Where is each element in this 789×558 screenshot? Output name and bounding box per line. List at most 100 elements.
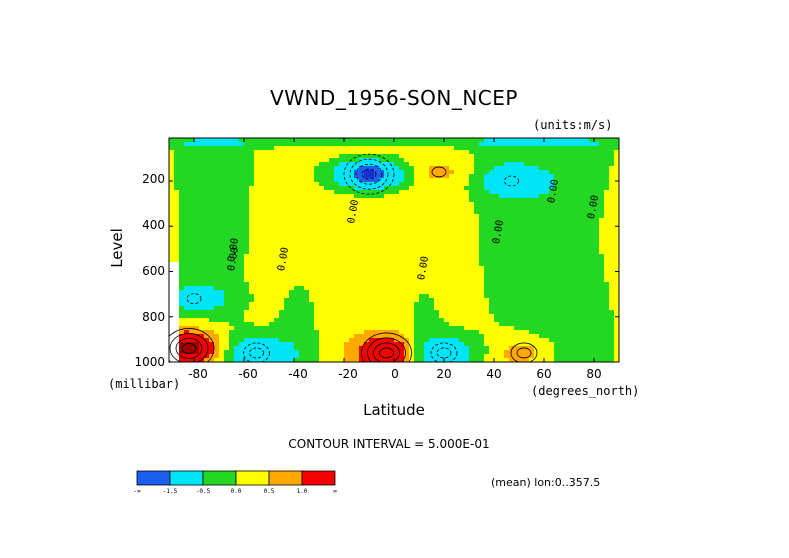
field-cell xyxy=(234,334,240,339)
field-cell xyxy=(439,142,445,147)
field-cell xyxy=(254,186,260,191)
field-cell xyxy=(559,274,565,279)
field-cell xyxy=(219,154,225,159)
field-cell xyxy=(554,298,560,303)
field-cell xyxy=(369,286,375,291)
field-cell xyxy=(504,210,510,215)
field-cell xyxy=(364,194,370,199)
field-cell xyxy=(169,198,175,203)
field-cell xyxy=(274,226,280,231)
field-cell xyxy=(254,238,260,243)
field-cell xyxy=(614,298,619,303)
field-cell xyxy=(409,202,415,207)
field-cell xyxy=(184,282,190,287)
field-cell xyxy=(269,318,275,323)
field-cell xyxy=(589,342,595,347)
field-cell xyxy=(534,146,540,151)
field-cell xyxy=(404,222,410,227)
field-cell xyxy=(519,186,525,191)
field-cell xyxy=(564,178,570,183)
field-cell xyxy=(184,322,190,327)
field-cell xyxy=(209,146,215,151)
field-cell xyxy=(454,310,460,315)
field-cell xyxy=(564,162,570,167)
field-cell xyxy=(574,318,580,323)
field-cell xyxy=(334,266,340,271)
field-cell xyxy=(329,286,335,291)
field-cell xyxy=(379,186,385,191)
field-cell xyxy=(609,230,615,235)
field-cell xyxy=(599,142,605,147)
field-cell xyxy=(319,274,325,279)
field-cell xyxy=(374,182,380,187)
field-cell xyxy=(299,342,305,347)
field-cell xyxy=(409,306,415,311)
field-cell xyxy=(414,266,420,271)
field-cell xyxy=(344,350,350,355)
field-cell xyxy=(614,154,619,159)
field-cell xyxy=(424,294,430,299)
field-cell xyxy=(194,318,200,323)
field-cell xyxy=(314,310,320,315)
field-cell xyxy=(304,270,310,275)
field-cell xyxy=(264,246,270,251)
field-cell xyxy=(459,266,465,271)
field-cell xyxy=(284,282,290,287)
field-cell xyxy=(334,346,340,351)
field-cell xyxy=(539,218,545,223)
field-cell xyxy=(344,334,350,339)
field-cell xyxy=(424,162,430,167)
field-cell xyxy=(279,170,285,175)
field-cell xyxy=(589,286,595,291)
field-cell xyxy=(509,246,515,251)
field-cell xyxy=(204,154,210,159)
field-cell xyxy=(294,230,300,235)
field-cell xyxy=(584,262,590,267)
field-cell xyxy=(284,210,290,215)
field-cell xyxy=(564,186,570,191)
field-cell xyxy=(384,202,390,207)
field-cell xyxy=(394,166,400,171)
field-cell xyxy=(609,166,615,171)
field-cell xyxy=(374,298,380,303)
field-cell xyxy=(304,202,310,207)
field-cell xyxy=(304,174,310,179)
field-cell xyxy=(574,150,580,155)
field-cell xyxy=(499,210,505,215)
field-cell xyxy=(329,290,335,295)
field-cell xyxy=(219,210,225,215)
field-cell xyxy=(274,290,280,295)
field-cell xyxy=(514,278,520,283)
field-cell xyxy=(234,174,240,179)
field-cell xyxy=(324,190,330,195)
field-cell xyxy=(284,258,290,263)
field-cell xyxy=(254,154,260,159)
field-cell xyxy=(289,194,295,199)
field-cell xyxy=(329,162,335,167)
field-cell xyxy=(599,214,605,219)
field-cell xyxy=(334,310,340,315)
field-cell xyxy=(394,154,400,159)
field-cell xyxy=(479,350,485,355)
field-cell xyxy=(269,142,275,147)
field-cell xyxy=(434,302,440,307)
field-cell xyxy=(464,190,470,195)
field-cell xyxy=(474,174,480,179)
field-cell xyxy=(379,238,385,243)
field-cell xyxy=(314,146,320,151)
field-cell xyxy=(519,254,525,259)
field-cell xyxy=(174,174,180,179)
field-cell xyxy=(309,258,315,263)
field-cell xyxy=(284,178,290,183)
field-cell xyxy=(549,334,555,339)
field-cell xyxy=(314,170,320,175)
field-cell xyxy=(374,162,380,167)
field-cell xyxy=(514,210,520,215)
field-cell xyxy=(574,258,580,263)
field-cell xyxy=(444,286,450,291)
field-cell xyxy=(189,158,195,163)
field-cell xyxy=(244,314,250,319)
field-cell xyxy=(374,258,380,263)
field-cell xyxy=(474,278,480,283)
field-cell xyxy=(434,210,440,215)
